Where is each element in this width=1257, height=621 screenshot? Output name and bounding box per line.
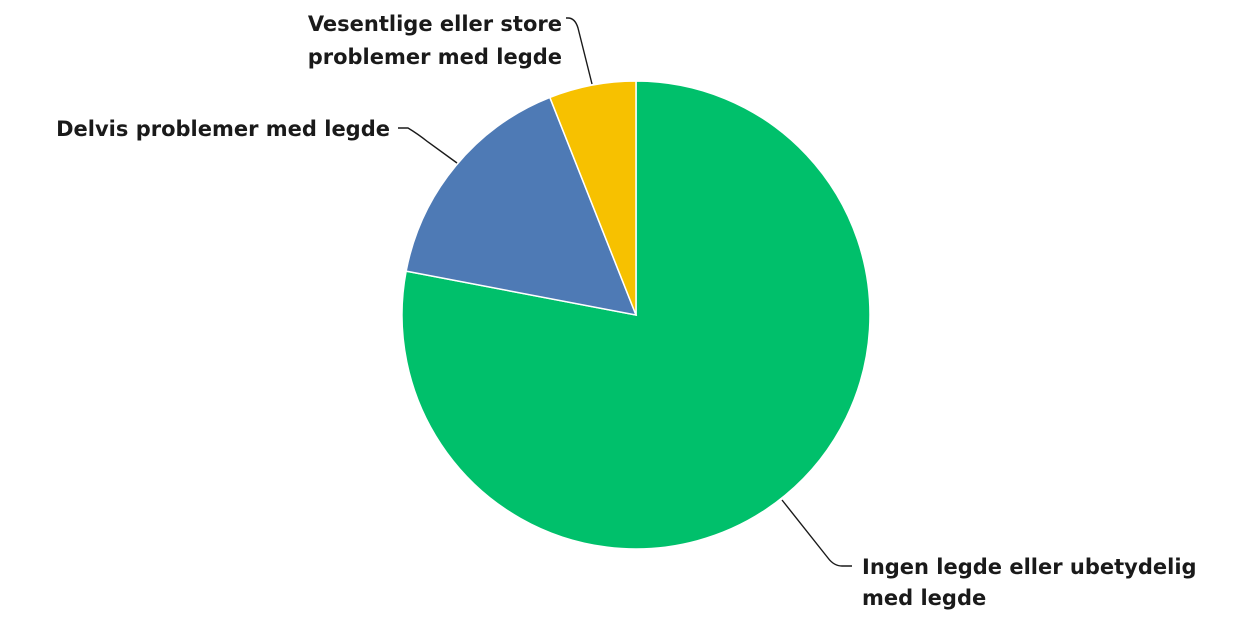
slice-label-line: problemer med legde: [308, 45, 562, 69]
labels-layer: Ingen legde eller ubetydelig med legde Del…: [56, 12, 1196, 610]
pie-slice-1: [405, 96, 638, 316]
slice-label-line: Ingen legde eller ubetydelig: [862, 555, 1197, 579]
slices-layer: [401, 80, 871, 550]
leader-line-1: [398, 127, 458, 164]
slice-label-line: Delvis problemer med legde: [56, 117, 390, 141]
slice-label-line: med legde: [862, 586, 986, 610]
slice-label-2: Vesentlige eller store problemer med legd…: [308, 12, 562, 69]
pie-slice-2: [548, 80, 637, 316]
leaders-layer: [398, 17, 852, 567]
slice-label-0: Ingen legde eller ubetydelig med legde: [862, 555, 1197, 610]
leader-line-0: [781, 499, 852, 567]
slice-label-1: Delvis problemer med legde: [56, 117, 390, 141]
slice-label-line: Vesentlige eller store: [308, 12, 562, 36]
leader-line-2: [566, 17, 593, 85]
